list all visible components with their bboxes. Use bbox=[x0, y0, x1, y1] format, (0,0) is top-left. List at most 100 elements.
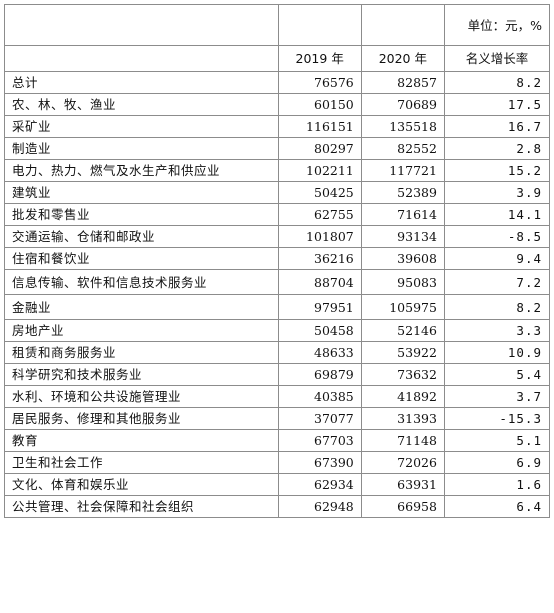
value-2020-cell: 31393 bbox=[360, 407, 445, 430]
industry-name-cell: 教育 bbox=[4, 429, 279, 452]
value-2020-cell: 71148 bbox=[360, 429, 445, 452]
unit-row: 单位：元，% bbox=[4, 4, 551, 46]
table-row: 交通运输、仓储和邮政业 101807 93134 -8.5 bbox=[4, 225, 551, 248]
table-row: 电力、热力、燃气及水生产和供应业 102211 117721 15.2 bbox=[4, 159, 551, 182]
value-2020-cell: 82857 bbox=[360, 71, 445, 94]
wage-table-body: 单位：元，% 2019 年 2020 年 名义增长率 总计 76576 82857 8… bbox=[4, 4, 551, 518]
industry-name-cell: 金融业 bbox=[4, 294, 279, 320]
header-2019: 2019 年 bbox=[277, 45, 362, 72]
value-2020-cell: 52389 bbox=[360, 181, 445, 204]
table-row: 建筑业 50425 52389 3.9 bbox=[4, 181, 551, 204]
growth-rate-cell: 5.4 bbox=[443, 363, 551, 386]
value-2019-cell: 40385 bbox=[277, 385, 362, 408]
blank-cell bbox=[277, 4, 362, 46]
table-row: 采矿业 116151 135518 16.7 bbox=[4, 115, 551, 138]
industry-name-cell: 科学研究和技术服务业 bbox=[4, 363, 279, 386]
growth-rate-cell: 5.1 bbox=[443, 429, 551, 452]
value-2019-cell: 101807 bbox=[277, 225, 362, 248]
value-2019-cell: 50458 bbox=[277, 319, 362, 342]
wage-table-frame: 单位：元，% 2019 年 2020 年 名义增长率 总计 76576 82857 8… bbox=[4, 4, 551, 608]
value-2019-cell: 97951 bbox=[277, 294, 362, 320]
value-2020-cell: 95083 bbox=[360, 269, 445, 295]
table-row: 居民服务、修理和其他服务业 37077 31393 -15.3 bbox=[4, 407, 551, 430]
value-2020-cell: 70689 bbox=[360, 93, 445, 116]
growth-rate-cell: 8.2 bbox=[443, 71, 551, 94]
table-row: 住宿和餐饮业 36216 39608 9.4 bbox=[4, 247, 551, 270]
table-row: 制造业 80297 82552 2.8 bbox=[4, 137, 551, 160]
growth-rate-cell: 15.2 bbox=[443, 159, 551, 182]
table-row: 金融业 97951 105975 8.2 bbox=[4, 294, 551, 320]
blank-cell bbox=[360, 4, 445, 46]
value-2019-cell: 62948 bbox=[277, 495, 362, 518]
growth-rate-cell: -15.3 bbox=[443, 407, 551, 430]
header-blank bbox=[4, 45, 279, 72]
industry-name-cell: 水利、环境和公共设施管理业 bbox=[4, 385, 279, 408]
unit-label: 单位：元，% bbox=[443, 4, 551, 46]
value-2019-cell: 36216 bbox=[277, 247, 362, 270]
value-2020-cell: 73632 bbox=[360, 363, 445, 386]
value-2019-cell: 69879 bbox=[277, 363, 362, 386]
industry-name-cell: 制造业 bbox=[4, 137, 279, 160]
growth-rate-cell: 16.7 bbox=[443, 115, 551, 138]
value-2019-cell: 62934 bbox=[277, 473, 362, 496]
header-row: 2019 年 2020 年 名义增长率 bbox=[4, 45, 551, 72]
value-2019-cell: 50425 bbox=[277, 181, 362, 204]
industry-name-cell: 建筑业 bbox=[4, 181, 279, 204]
value-2020-cell: 39608 bbox=[360, 247, 445, 270]
table-row: 文化、体育和娱乐业 62934 63931 1.6 bbox=[4, 473, 551, 496]
header-growth: 名义增长率 bbox=[443, 45, 551, 72]
value-2020-cell: 93134 bbox=[360, 225, 445, 248]
table-row: 公共管理、社会保障和社会组织 62948 66958 6.4 bbox=[4, 495, 551, 518]
industry-name-cell: 公共管理、社会保障和社会组织 bbox=[4, 495, 279, 518]
growth-rate-cell: 3.3 bbox=[443, 319, 551, 342]
table-row: 租赁和商务服务业 48633 53922 10.9 bbox=[4, 341, 551, 364]
value-2019-cell: 62755 bbox=[277, 203, 362, 226]
value-2020-cell: 105975 bbox=[360, 294, 445, 320]
value-2020-cell: 71614 bbox=[360, 203, 445, 226]
table-row: 总计 76576 82857 8.2 bbox=[4, 71, 551, 94]
industry-name-cell: 电力、热力、燃气及水生产和供应业 bbox=[4, 159, 279, 182]
industry-name-cell: 卫生和社会工作 bbox=[4, 451, 279, 474]
growth-rate-cell: 9.4 bbox=[443, 247, 551, 270]
value-2020-cell: 72026 bbox=[360, 451, 445, 474]
table-row: 教育 67703 71148 5.1 bbox=[4, 429, 551, 452]
value-2020-cell: 63931 bbox=[360, 473, 445, 496]
wage-table: 单位：元，% 2019 年 2020 年 名义增长率 总计 76576 82857 8… bbox=[4, 4, 551, 518]
table-row: 水利、环境和公共设施管理业 40385 41892 3.7 bbox=[4, 385, 551, 408]
value-2020-cell: 135518 bbox=[360, 115, 445, 138]
value-2019-cell: 76576 bbox=[277, 71, 362, 94]
growth-rate-cell: 1.6 bbox=[443, 473, 551, 496]
industry-name-cell: 采矿业 bbox=[4, 115, 279, 138]
growth-rate-cell: 3.7 bbox=[443, 385, 551, 408]
industry-name-cell: 批发和零售业 bbox=[4, 203, 279, 226]
growth-rate-cell: 8.2 bbox=[443, 294, 551, 320]
industry-name-cell: 居民服务、修理和其他服务业 bbox=[4, 407, 279, 430]
value-2020-cell: 66958 bbox=[360, 495, 445, 518]
growth-rate-cell: 14.1 bbox=[443, 203, 551, 226]
industry-name-cell: 交通运输、仓储和邮政业 bbox=[4, 225, 279, 248]
growth-rate-cell: 6.4 bbox=[443, 495, 551, 518]
industry-name-cell: 农、林、牧、渔业 bbox=[4, 93, 279, 116]
value-2019-cell: 37077 bbox=[277, 407, 362, 430]
value-2019-cell: 88704 bbox=[277, 269, 362, 295]
blank-cell bbox=[4, 4, 279, 46]
value-2019-cell: 48633 bbox=[277, 341, 362, 364]
growth-rate-cell: -8.5 bbox=[443, 225, 551, 248]
growth-rate-cell: 2.8 bbox=[443, 137, 551, 160]
value-2020-cell: 82552 bbox=[360, 137, 445, 160]
growth-rate-cell: 6.9 bbox=[443, 451, 551, 474]
industry-name-cell: 文化、体育和娱乐业 bbox=[4, 473, 279, 496]
table-row: 房地产业 50458 52146 3.3 bbox=[4, 319, 551, 342]
header-2020: 2020 年 bbox=[360, 45, 445, 72]
value-2019-cell: 116151 bbox=[277, 115, 362, 138]
table-row: 信息传输、软件和信息技术服务业 88704 95083 7.2 bbox=[4, 269, 551, 295]
table-row: 批发和零售业 62755 71614 14.1 bbox=[4, 203, 551, 226]
table-row: 农、林、牧、渔业 60150 70689 17.5 bbox=[4, 93, 551, 116]
growth-rate-cell: 10.9 bbox=[443, 341, 551, 364]
table-row: 科学研究和技术服务业 69879 73632 5.4 bbox=[4, 363, 551, 386]
value-2019-cell: 80297 bbox=[277, 137, 362, 160]
value-2020-cell: 41892 bbox=[360, 385, 445, 408]
value-2019-cell: 60150 bbox=[277, 93, 362, 116]
value-2020-cell: 53922 bbox=[360, 341, 445, 364]
value-2020-cell: 117721 bbox=[360, 159, 445, 182]
